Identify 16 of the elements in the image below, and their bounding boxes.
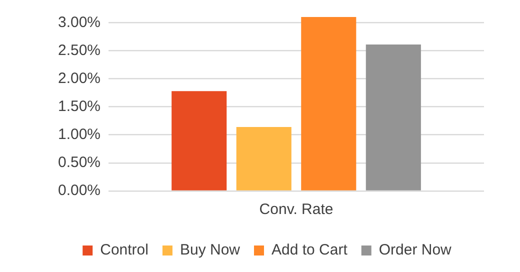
bar (366, 44, 421, 190)
y-tick-label: 3.00% (58, 14, 101, 31)
y-tick-label: 1.00% (58, 126, 101, 144)
bar (236, 127, 292, 190)
y-tick-label: 0.00% (58, 182, 101, 200)
y-tick-label: 0.50% (58, 154, 101, 172)
legend-label: Buy Now (180, 242, 240, 259)
x-tick-label: Conv. Rate (259, 201, 334, 218)
y-tick-label: 1.50% (58, 98, 101, 115)
legend-label: Order Now (378, 242, 452, 259)
y-tick-label: 2.50% (58, 42, 101, 59)
bar (172, 91, 227, 190)
y-tick-label: 2.00% (58, 70, 101, 87)
legend-label: Add to Cart (271, 242, 348, 259)
bar (301, 17, 356, 190)
legend-label: Control (100, 242, 148, 259)
